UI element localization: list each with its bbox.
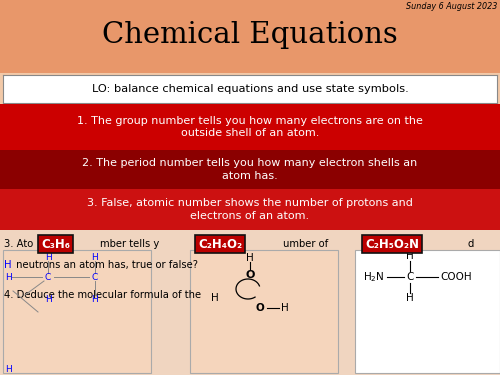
Text: C₂H₄O₂: C₂H₄O₂ — [198, 237, 242, 250]
Text: d: d — [467, 239, 473, 249]
Text: H: H — [406, 293, 414, 303]
Text: H: H — [44, 296, 52, 304]
Text: C: C — [45, 273, 51, 282]
Bar — [190, 250, 338, 373]
Text: H: H — [92, 254, 98, 262]
Text: umber of: umber of — [283, 239, 328, 249]
Text: O: O — [256, 303, 264, 313]
Text: 4. Deduce the molecular formula of the: 4. Deduce the molecular formula of the — [4, 290, 201, 300]
Text: H: H — [281, 303, 289, 313]
Text: COOH: COOH — [440, 272, 472, 282]
Text: C: C — [406, 272, 414, 282]
Text: H: H — [92, 296, 98, 304]
Text: H: H — [44, 254, 52, 262]
Text: H: H — [4, 260, 12, 270]
Text: C₃H₆: C₃H₆ — [41, 237, 70, 250]
Text: neutrons an atom has, true or false?: neutrons an atom has, true or false? — [13, 260, 198, 270]
Text: 3. False, atomic number shows the number of protons and
electrons of an atom.: 3. False, atomic number shows the number… — [87, 198, 413, 221]
Text: C₂H₅O₂N: C₂H₅O₂N — [365, 237, 419, 250]
Text: mber tells y: mber tells y — [100, 239, 159, 249]
Text: Sunday 6 August 2023: Sunday 6 August 2023 — [406, 2, 498, 11]
Bar — [3, 250, 151, 373]
Text: H: H — [4, 364, 12, 374]
Text: LO: balance chemical equations and use state symbols.: LO: balance chemical equations and use s… — [92, 84, 408, 94]
Text: H: H — [211, 293, 219, 303]
Text: C: C — [92, 273, 98, 282]
Text: H: H — [246, 253, 254, 263]
Text: Chemical Equations: Chemical Equations — [102, 21, 398, 49]
Text: 2. The period number tells you how many electron shells an
atom has.: 2. The period number tells you how many … — [82, 158, 417, 181]
Text: O: O — [246, 270, 254, 280]
Text: 3. Ato: 3. Ato — [4, 239, 33, 249]
Bar — [355, 250, 500, 373]
Text: H: H — [406, 251, 414, 261]
Text: H: H — [4, 273, 12, 282]
Text: $\mathsf{H_2N}$: $\mathsf{H_2N}$ — [363, 270, 384, 284]
Text: 1. The group number tells you how many electrons are on the
outside shell of an : 1. The group number tells you how many e… — [77, 116, 423, 138]
